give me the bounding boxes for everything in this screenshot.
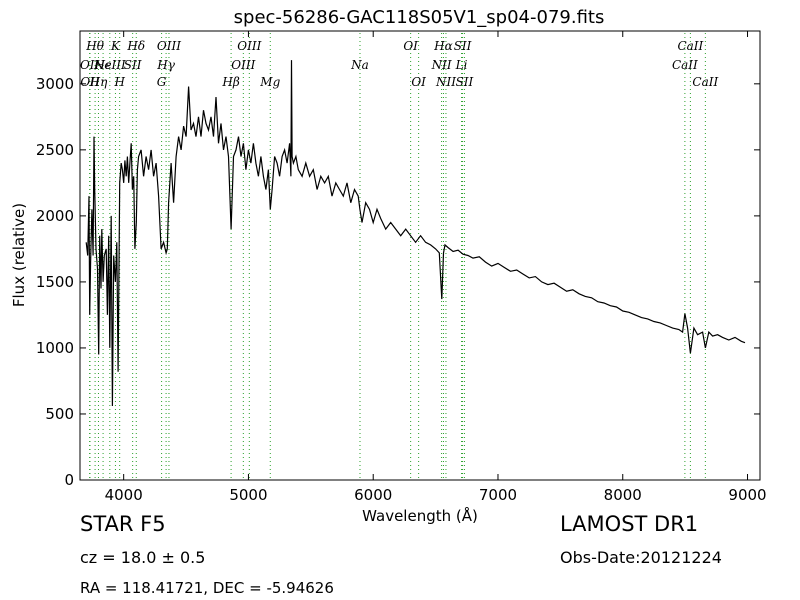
y-tick-label: 1500 bbox=[36, 273, 74, 291]
x-tick-label: 4000 bbox=[105, 486, 143, 504]
spectral-line-label: SII bbox=[454, 39, 472, 53]
spectral-line-markers bbox=[89, 33, 706, 480]
redshift-value: cz = 18.0 ± 0.5 bbox=[80, 548, 206, 567]
y-tick-label: 0 bbox=[64, 471, 74, 489]
spectral-line-label: CaII bbox=[692, 75, 718, 89]
x-tick-label: 5000 bbox=[229, 486, 267, 504]
spectral-line-label: Na bbox=[350, 58, 369, 72]
spectral-line-label: Hη bbox=[89, 75, 108, 89]
spectral-line-label: CaII bbox=[672, 58, 698, 72]
spectrum-line bbox=[85, 60, 746, 407]
spectral-line-label: OII bbox=[80, 58, 100, 72]
spectral-line-label: OI bbox=[403, 39, 418, 53]
spectral-line-label: G bbox=[157, 75, 167, 89]
spectral-line-label: Hγ bbox=[156, 58, 175, 72]
y-tick-label: 2500 bbox=[36, 141, 74, 159]
x-tick-label: 6000 bbox=[354, 486, 392, 504]
spectral-line-label: Hβ bbox=[221, 75, 239, 89]
spectral-line-label: SII bbox=[124, 58, 142, 72]
spectral-line-label: OII bbox=[80, 75, 100, 89]
x-tick-label: 7000 bbox=[479, 486, 517, 504]
x-axis-label: Wavelength (Å) bbox=[362, 506, 478, 525]
spectral-line-label: OI bbox=[411, 75, 426, 89]
y-axis-ticks: 0 500 1000 1500 2000 2500 3000 bbox=[36, 75, 760, 489]
x-tick-label: 9000 bbox=[728, 486, 766, 504]
spectral-line-label: Hε bbox=[94, 58, 112, 72]
spectral-line-label: H bbox=[113, 75, 125, 89]
spectral-line-label: Mg bbox=[259, 75, 280, 89]
y-tick-label: 2000 bbox=[36, 207, 74, 225]
survey-name: LAMOST DR1 bbox=[560, 512, 699, 536]
sky-coordinates: RA = 118.41721, DEC = -5.94626 bbox=[80, 579, 334, 597]
spectral-line-label: Hθ bbox=[85, 39, 104, 53]
chart-title: spec-56286-GAC118S05V1_sp04-079.fits bbox=[234, 7, 605, 28]
spectral-line-label: NII bbox=[435, 75, 456, 89]
plot-frame bbox=[79, 30, 761, 481]
spectral-line-label: SII bbox=[456, 75, 474, 89]
spectral-line-label: Li bbox=[455, 58, 468, 72]
object-class: STAR F5 bbox=[80, 512, 166, 536]
spectral-line-label: OIII bbox=[231, 58, 255, 72]
y-tick-label: 500 bbox=[45, 405, 74, 423]
spectral-line-label: CaII bbox=[677, 39, 703, 53]
spectral-line-label: OIII bbox=[157, 39, 181, 53]
y-tick-label: 1000 bbox=[36, 339, 74, 357]
spectral-line-label: K bbox=[110, 39, 121, 53]
y-tick-label: 3000 bbox=[36, 75, 74, 93]
spectral-line-label: OIII bbox=[237, 39, 261, 53]
observation-date: Obs-Date:20121224 bbox=[560, 548, 722, 567]
spectral-line-label: NeIII bbox=[93, 58, 126, 72]
x-axis-ticks: 4000 5000 6000 7000 8000 9000 bbox=[105, 31, 767, 504]
y-axis-label: Flux (relative) bbox=[10, 203, 28, 307]
spectral-line-label: Hδ bbox=[126, 39, 145, 53]
spectral-line-label: NII bbox=[431, 58, 452, 72]
spectral-line-label: Hα bbox=[433, 39, 453, 53]
x-tick-label: 8000 bbox=[604, 486, 642, 504]
